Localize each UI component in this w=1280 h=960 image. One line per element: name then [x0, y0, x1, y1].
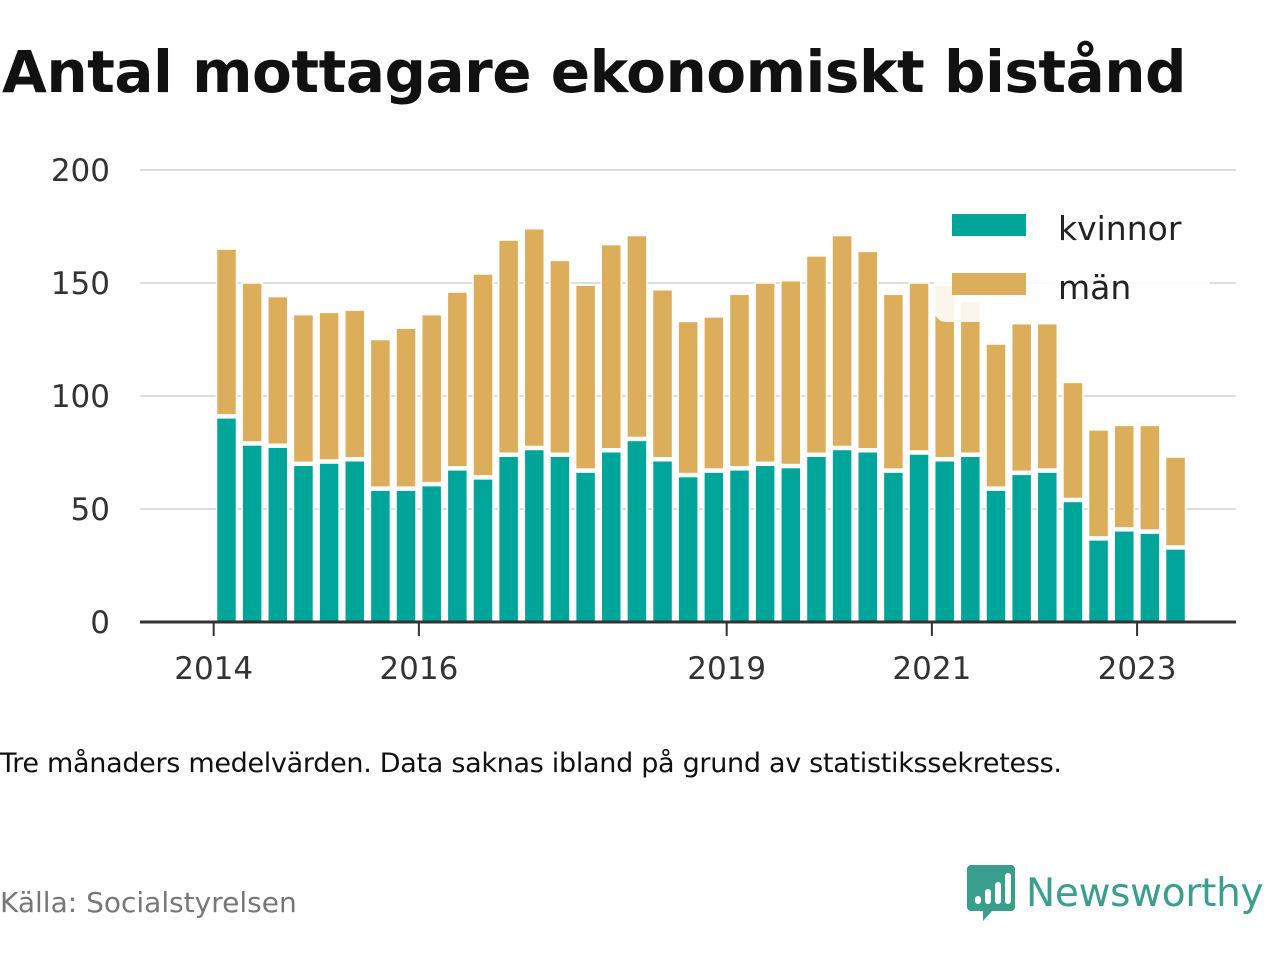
- bar-kvinnor: [1087, 539, 1110, 623]
- bar-kvinnor: [985, 489, 1007, 623]
- bar-kvinnor: [677, 475, 699, 623]
- axes: 2014 2016 2019 2021 2023: [140, 620, 1236, 687]
- bar-man: [805, 255, 828, 455]
- bar-man: [241, 282, 263, 443]
- x-tick-label: 2019: [687, 651, 766, 687]
- bar-man: [446, 291, 469, 468]
- y-tick-label: 150: [51, 266, 110, 302]
- bar-man: [780, 279, 802, 466]
- bar-kvinnor: [780, 466, 802, 623]
- bar-man: [549, 259, 571, 455]
- bar-kvinnor: [549, 455, 571, 623]
- bar-kvinnor: [626, 439, 648, 623]
- bar-kvinnor: [728, 469, 751, 623]
- bar-man: [908, 282, 930, 452]
- bar-man: [267, 295, 289, 445]
- bar-man: [369, 338, 392, 488]
- bar-man: [1062, 381, 1084, 500]
- x-tick-label: 2021: [892, 651, 971, 687]
- bar-man: [831, 234, 853, 448]
- bar-man: [651, 289, 674, 459]
- bar-kvinnor: [933, 460, 956, 623]
- bar-man: [1139, 424, 1161, 531]
- brand-logo: Newsworthy: [966, 862, 1264, 924]
- legend-label-man: män: [1058, 268, 1131, 307]
- y-tick-label: 50: [71, 492, 110, 528]
- bar-kvinnor: [215, 417, 238, 623]
- x-tick-label: 2016: [379, 651, 458, 687]
- newsworthy-logo-icon: [967, 865, 1015, 921]
- bar-kvinnor: [267, 446, 289, 623]
- bar-kvinnor: [292, 464, 315, 623]
- bar-kvinnor: [1113, 530, 1135, 623]
- bar-man: [318, 311, 340, 461]
- bar-kvinnor: [574, 471, 597, 623]
- brand-name: Newsworthy: [1026, 870, 1264, 916]
- bar-kvinnor: [651, 460, 674, 623]
- bar-man: [1164, 456, 1187, 547]
- bar-man: [882, 293, 905, 470]
- bar-man: [677, 320, 699, 475]
- bar-man: [1036, 322, 1059, 470]
- y-tick-label: 200: [51, 153, 110, 189]
- bar-kvinnor: [1036, 471, 1059, 623]
- legend-swatch-man: [952, 273, 1026, 295]
- x-tick-label: 2014: [174, 651, 253, 687]
- bar-man: [523, 228, 546, 448]
- bar-kvinnor: [831, 448, 853, 623]
- bar-man: [1087, 429, 1110, 538]
- bar-man: [600, 243, 622, 450]
- bar-man: [292, 313, 315, 464]
- bar-man: [497, 239, 520, 455]
- legend-swatch-kvinnor: [952, 214, 1026, 236]
- bar-man: [420, 313, 443, 484]
- bar-kvinnor: [497, 455, 520, 623]
- bar-kvinnor: [369, 489, 392, 623]
- source-label: Källa: Socialstyrelsen: [0, 886, 297, 919]
- chart-note: Tre månaders medelvärden. Data saknas ib…: [0, 748, 1062, 779]
- bar-kvinnor: [523, 448, 546, 623]
- bar-kvinnor: [472, 478, 494, 623]
- bar-kvinnor: [420, 484, 443, 623]
- bar-kvinnor: [1164, 548, 1187, 623]
- bar-kvinnor: [959, 455, 982, 623]
- y-tick-label: 0: [90, 605, 110, 641]
- bar-man: [703, 316, 725, 470]
- bar-kvinnor: [908, 453, 930, 623]
- bar-man: [472, 273, 494, 477]
- bar-kvinnor: [703, 471, 725, 623]
- bar-man: [985, 343, 1007, 488]
- bar-kvinnor: [446, 469, 469, 623]
- bar-man: [1010, 322, 1033, 473]
- bar-man: [344, 309, 366, 459]
- bar-man: [857, 250, 879, 450]
- bar-man: [754, 282, 776, 464]
- stacked-bar-chart: 0 50 100 150 200 2014 2016 2019 2021 2023 kvinno…: [51, 153, 1236, 687]
- bar-kvinnor: [318, 462, 340, 623]
- bar-kvinnor: [882, 471, 905, 623]
- bar-kvinnor: [754, 464, 776, 623]
- bar-man: [395, 327, 417, 488]
- x-tick-label: 2023: [1098, 651, 1177, 687]
- bar-man: [574, 284, 597, 470]
- y-tick-label: 100: [51, 379, 110, 415]
- bar-kvinnor: [241, 444, 263, 623]
- bar-man: [626, 234, 648, 439]
- bar-man: [1113, 424, 1135, 529]
- bar-man: [959, 300, 982, 455]
- legend-label-kvinnor: kvinnor: [1058, 209, 1182, 248]
- bar-man: [728, 293, 751, 468]
- bar-kvinnor: [1062, 500, 1084, 623]
- bar-kvinnor: [395, 489, 417, 623]
- bars: [215, 228, 1187, 623]
- bar-kvinnor: [1139, 532, 1161, 623]
- legend: kvinnor män: [934, 196, 1210, 322]
- bar-kvinnor: [344, 460, 366, 623]
- bar-kvinnor: [1010, 473, 1033, 623]
- bar-man: [215, 248, 238, 416]
- bar-kvinnor: [600, 450, 622, 623]
- bar-kvinnor: [857, 450, 879, 623]
- chart-title: Antal mottagare ekonomiskt bistånd: [2, 38, 1187, 106]
- bar-kvinnor: [805, 455, 828, 623]
